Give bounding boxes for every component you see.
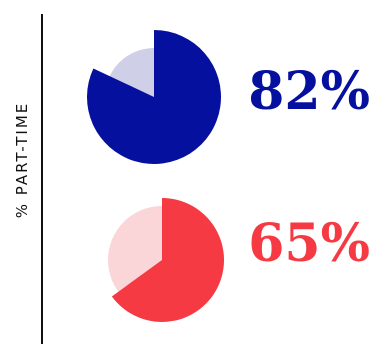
vertical-axis-line bbox=[41, 14, 43, 344]
pie-chart-2 bbox=[108, 198, 224, 322]
pie-chart-1 bbox=[87, 30, 221, 164]
pie-slice-1 bbox=[87, 30, 221, 164]
pie-slice-2 bbox=[111, 198, 224, 322]
percentage-label-1: 82% bbox=[248, 61, 370, 122]
axis-label: % PART-TIME bbox=[13, 101, 31, 219]
percentage-label-2: 65% bbox=[248, 213, 370, 274]
